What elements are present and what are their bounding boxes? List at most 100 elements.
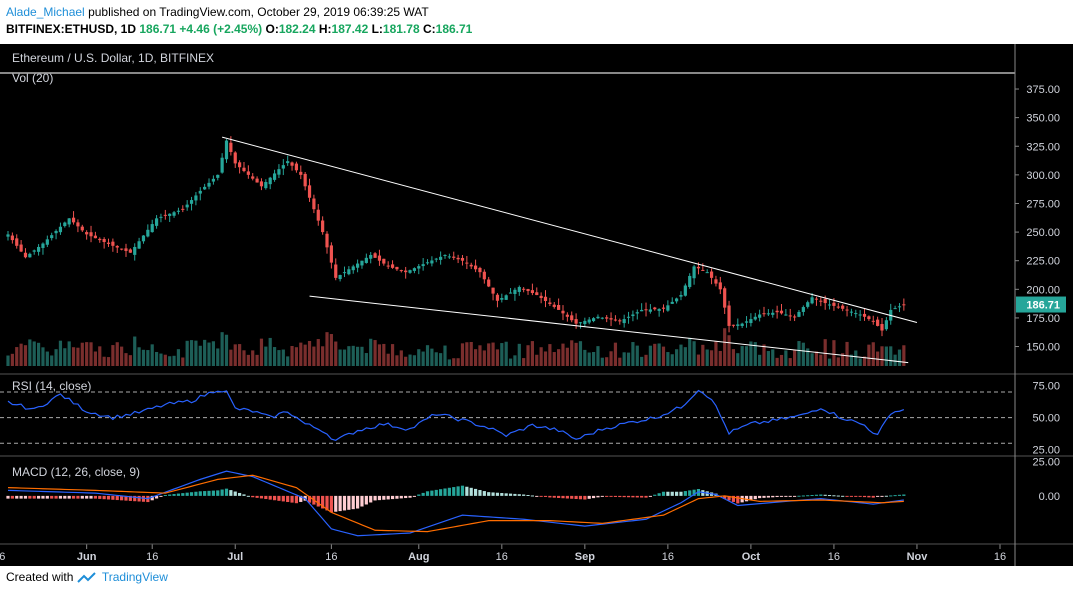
- macd-histogram-bar: [736, 495, 740, 504]
- macd-histogram-bar: [220, 489, 224, 496]
- macd-histogram-bar: [189, 492, 194, 496]
- rsi-label: RSI (14, close): [12, 379, 91, 393]
- macd-histogram-bar: [893, 495, 897, 497]
- candle-body: [771, 312, 775, 315]
- macd-histogram-bar: [644, 495, 648, 498]
- volume-bar: [321, 346, 325, 366]
- macd-histogram-bar: [753, 495, 757, 500]
- volume-bar: [198, 345, 202, 366]
- macd-histogram-bar: [827, 495, 832, 497]
- candle-body: [150, 224, 154, 233]
- volume-bar: [775, 357, 779, 366]
- candle-body: [797, 311, 801, 317]
- macd-histogram-bar: [836, 495, 840, 497]
- volume-bar: [714, 341, 718, 366]
- macd-histogram-bar: [399, 495, 403, 499]
- macd-histogram-bar: [487, 492, 491, 496]
- candle-body: [495, 294, 500, 301]
- volume-bar: [578, 341, 583, 366]
- volume-bar: [303, 344, 307, 366]
- rsi-tick-label: 25.00: [1032, 445, 1060, 457]
- candle-body: [548, 302, 552, 304]
- candle-body: [788, 315, 792, 317]
- candle-body: [373, 253, 377, 258]
- high-label: H:: [318, 22, 332, 36]
- candle-body: [198, 190, 202, 194]
- macd-histogram-bar: [294, 495, 299, 504]
- candle-body: [557, 305, 561, 310]
- time-tick-label: Sep: [575, 551, 595, 563]
- macd-histogram-bar: [207, 490, 211, 496]
- volume-bar: [89, 342, 93, 366]
- macd-histogram-bar: [32, 495, 36, 499]
- macd-histogram-bar: [723, 495, 727, 499]
- macd-histogram-bar: [229, 490, 233, 496]
- volume-bar: [115, 342, 119, 366]
- candle-body: [351, 266, 355, 271]
- volume-bar: [858, 358, 862, 366]
- candle-body: [460, 257, 465, 261]
- volume-bar: [679, 344, 683, 366]
- candle-body: [447, 256, 451, 258]
- candle-body: [465, 262, 469, 264]
- volume-bar: [211, 341, 215, 366]
- macd-histogram-bar: [591, 495, 596, 499]
- tradingview-brand-link[interactable]: TradingView: [101, 570, 168, 584]
- volume-bar: [583, 349, 587, 366]
- volume-bar: [823, 339, 827, 366]
- volume-bar: [893, 354, 897, 366]
- candle-body: [290, 162, 294, 166]
- time-tick-label: Jun: [77, 551, 97, 563]
- macd-histogram-bar: [85, 495, 89, 499]
- volume-bar: [80, 342, 84, 366]
- author-link[interactable]: Alade_Michael: [6, 5, 85, 19]
- candle-body: [172, 212, 176, 216]
- macd-histogram-bar: [504, 493, 508, 496]
- macd-histogram-bar: [347, 495, 351, 510]
- macd-histogram-bar: [80, 495, 84, 499]
- volume-bar: [264, 346, 268, 366]
- volume-bar: [854, 350, 858, 366]
- price-tick-label: 275.00: [1026, 198, 1060, 210]
- volume-bar: [443, 345, 447, 366]
- volume-bar: [277, 350, 281, 366]
- candle-body: [154, 218, 159, 226]
- volume-bar: [862, 356, 867, 366]
- close-label: C:: [422, 22, 436, 36]
- macd-histogram-bar: [600, 495, 604, 497]
- volume-bar: [727, 335, 731, 366]
- candle-body: [736, 324, 740, 326]
- volume-bar: [500, 343, 504, 366]
- macd-histogram-bar: [508, 493, 513, 496]
- volume-bar: [102, 356, 106, 366]
- macd-histogram-bar: [482, 491, 486, 496]
- macd-histogram-bar: [23, 495, 28, 499]
- candle-body: [744, 321, 749, 323]
- volume-bar: [255, 354, 259, 366]
- candle-body: [565, 314, 569, 317]
- volume-bar: [307, 340, 312, 366]
- macd-histogram-bar: [408, 495, 412, 498]
- volume-bar: [744, 346, 749, 366]
- candle-body: [425, 262, 430, 264]
- candle-body: [823, 298, 827, 304]
- candle-body: [862, 313, 867, 317]
- macd-histogram-bar: [334, 495, 338, 512]
- candle-body: [578, 322, 583, 324]
- macd-histogram-bar: [871, 495, 875, 498]
- volume-bar: [220, 332, 224, 366]
- macd-histogram-bar: [771, 495, 775, 498]
- macd-histogram-bar: [369, 495, 373, 503]
- volume-bar: [189, 340, 194, 366]
- macd-histogram-bar: [578, 495, 583, 500]
- macd-histogram-bar: [605, 495, 609, 497]
- price-tick-label: 350.00: [1026, 113, 1060, 125]
- candle-body: [342, 272, 347, 274]
- macd-histogram-bar: [154, 495, 159, 499]
- volume-bar: [194, 340, 198, 366]
- candle-body: [897, 306, 902, 308]
- volume-bar: [513, 355, 517, 366]
- candle-body: [430, 260, 434, 264]
- macd-histogram-bar: [268, 495, 272, 500]
